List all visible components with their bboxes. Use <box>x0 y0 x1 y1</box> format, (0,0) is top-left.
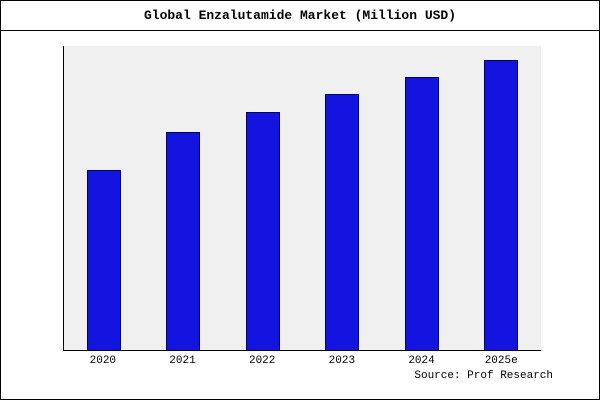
title-divider <box>1 30 599 31</box>
plot-area <box>63 46 541 351</box>
bar-2025e <box>484 60 519 350</box>
bar-slot-2022 <box>223 46 303 350</box>
bar-slot-2023 <box>303 46 383 350</box>
bar-2023 <box>325 94 360 350</box>
bar-slot-2021 <box>144 46 224 350</box>
source-text: Source: Prof Research <box>414 370 553 382</box>
x-tick-label-2022: 2022 <box>248 355 276 367</box>
x-axis-labels: 2020 2021 2022 2023 2024 2025e <box>63 355 541 367</box>
x-tick-label-2021: 2021 <box>169 355 196 367</box>
bar-2021 <box>166 132 201 350</box>
bar-2020 <box>86 170 121 350</box>
x-tick-label-2023: 2023 <box>328 355 356 367</box>
bar-2022 <box>245 112 280 350</box>
x-tick-label-2025e: 2025e <box>484 355 518 367</box>
x-tick-label-2024: 2024 <box>408 355 435 367</box>
bar-2024 <box>404 77 439 350</box>
bar-slot-2024 <box>382 46 462 350</box>
chart-title: Global Enzalutamide Market (Million USD) <box>143 8 457 23</box>
bar-slot-2020 <box>64 46 144 350</box>
x-tick-label-2020: 2020 <box>89 355 117 367</box>
bar-slot-2025e <box>462 46 542 350</box>
